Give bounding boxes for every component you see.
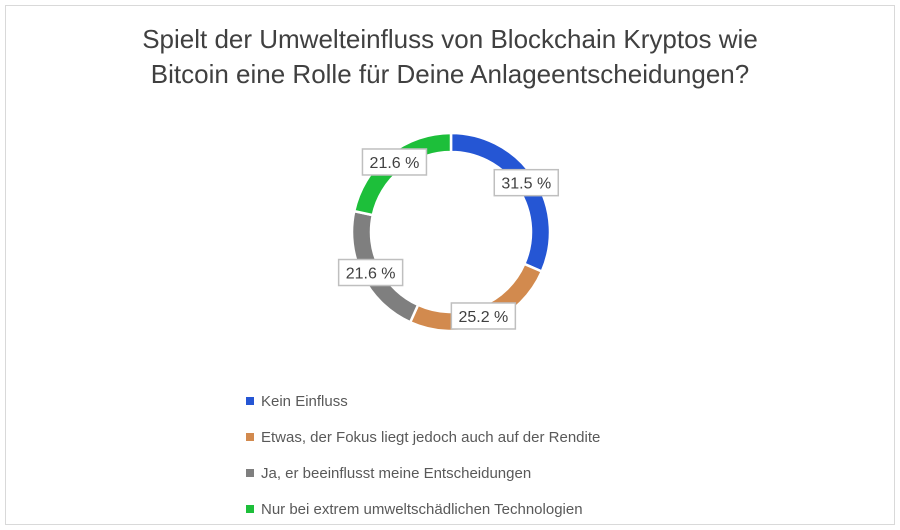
legend-swatch: [246, 469, 254, 477]
legend-label: Etwas, der Fokus liegt jedoch auch auf d…: [261, 428, 601, 446]
data-label-text: 25.2 %: [458, 309, 508, 326]
data-label-box: [450, 302, 517, 330]
chart-frame: [5, 5, 895, 525]
chart-title: Spielt der Umwelteinfluss von Blockchain…: [0, 22, 900, 92]
legend-label: Ja, er beeinflusst meine Entscheidungen: [261, 464, 532, 482]
data-label-text: 31.5 %: [501, 176, 551, 193]
chart-title-line-2: Bitcoin eine Rolle für Deine Anlageentsc…: [150, 59, 750, 89]
legend-label: Nur bei extrem umweltschädlichen Technol…: [261, 500, 583, 518]
legend-item: Kein Einfluss: [246, 383, 600, 419]
data-label-box: [361, 148, 428, 176]
legend-item: Nur bei extrem umweltschädlichen Technol…: [246, 491, 600, 527]
data-label: 25.2 %: [450, 302, 517, 330]
legend-label: Kein Einfluss: [261, 392, 348, 410]
data-label: 21.6 %: [361, 148, 428, 176]
legend-swatch: [246, 433, 254, 441]
donut-slice: [449, 131, 552, 274]
data-label-text: 21.6 %: [346, 266, 396, 283]
data-label-box: [493, 168, 560, 197]
legend-swatch: [246, 505, 254, 513]
data-label-box: [337, 258, 404, 287]
chart-title-line-1: Spielt der Umwelteinfluss von Blockchain…: [142, 24, 758, 54]
data-label-text: 21.6 %: [370, 155, 420, 172]
legend-swatch: [246, 397, 254, 405]
legend-item: Etwas, der Fokus liegt jedoch auch auf d…: [246, 419, 600, 455]
legend: Kein Einfluss Etwas, der Fokus liegt jedo…: [246, 383, 600, 527]
data-label: 21.6 %: [337, 258, 404, 287]
legend-item: Ja, er beeinflusst meine Entscheidungen: [246, 455, 600, 491]
data-label: 31.5 %: [493, 168, 560, 197]
